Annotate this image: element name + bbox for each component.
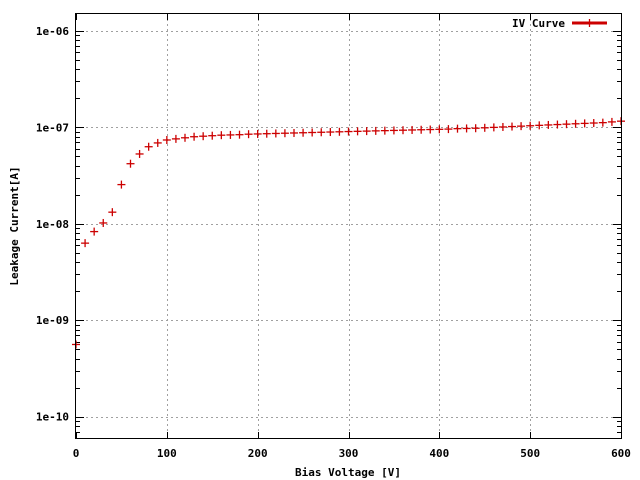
data-point	[308, 128, 317, 137]
data-point	[335, 127, 344, 136]
data-point	[99, 218, 108, 227]
data-point	[181, 133, 189, 142]
x-axis-label: Bias Voltage [V]	[295, 466, 401, 479]
data-point	[498, 122, 507, 131]
data-point	[262, 129, 271, 138]
plot-frame	[75, 13, 622, 439]
data-point	[362, 127, 371, 136]
x-tick-label: 600	[611, 447, 631, 460]
y-tick-label: 1e-10	[36, 411, 69, 424]
y-tick-label: 1e-09	[36, 314, 69, 327]
x-tick-label: 400	[429, 447, 449, 460]
data-point	[326, 128, 335, 137]
data-point	[462, 124, 471, 133]
data-point	[81, 239, 90, 248]
data-point	[144, 142, 153, 151]
data-point	[553, 120, 562, 129]
x-tick-label: 100	[157, 447, 177, 460]
data-point	[199, 132, 208, 141]
data-point	[244, 130, 253, 139]
legend-marker-iv-curve	[585, 19, 594, 27]
x-tick-label: 500	[520, 447, 540, 460]
data-point	[408, 125, 417, 134]
data-point	[435, 125, 444, 134]
data-point	[253, 129, 262, 138]
data-point	[235, 130, 244, 139]
data-point	[453, 124, 462, 133]
data-point	[480, 123, 489, 132]
data-point	[571, 119, 580, 128]
y-tick-label: 1e-08	[36, 218, 69, 231]
data-point	[417, 125, 426, 134]
data-point	[299, 128, 308, 137]
data-point	[344, 127, 353, 136]
data-point	[508, 122, 516, 131]
data-point	[217, 131, 226, 140]
data-point	[562, 120, 571, 129]
data-point	[226, 130, 235, 139]
data-point	[589, 119, 598, 128]
y-axis-label: Leakage Current[A]	[8, 166, 21, 285]
data-point	[444, 125, 453, 134]
data-point	[598, 118, 607, 127]
data-point	[535, 121, 544, 130]
data-point	[607, 117, 616, 126]
data-point	[271, 129, 280, 138]
data-point	[108, 208, 117, 217]
y-tick-label: 1e-06	[36, 25, 69, 38]
x-tick-label: 0	[73, 447, 80, 460]
data-point	[380, 126, 389, 135]
tick-labels: 0 100 200 300 400 500 600 1e-10 1e-09 1e-08 1e-07 1…	[36, 25, 631, 460]
data-point	[371, 126, 380, 135]
data-point	[489, 123, 498, 132]
x-tick-label: 300	[339, 447, 359, 460]
data-point	[90, 227, 99, 236]
grid-lines	[76, 14, 621, 438]
data-points	[72, 117, 625, 349]
data-point	[135, 149, 144, 158]
data-point	[280, 129, 289, 138]
data-point	[162, 135, 171, 144]
data-point	[544, 120, 553, 129]
legend-label-iv-curve: IV Curve	[512, 17, 565, 30]
data-point	[190, 132, 199, 141]
data-point	[317, 128, 326, 137]
axis-ticks	[76, 14, 622, 438]
data-point	[517, 122, 526, 131]
data-point	[153, 138, 162, 147]
data-point	[353, 127, 362, 136]
data-point	[171, 134, 180, 143]
x-tick-label: 200	[248, 447, 268, 460]
data-point	[389, 126, 398, 135]
legend: IV Curve	[512, 17, 607, 30]
y-tick-label: 1e-07	[36, 121, 69, 134]
data-point	[471, 124, 480, 133]
data-point	[580, 119, 589, 128]
data-point	[290, 128, 298, 137]
data-point	[126, 159, 135, 168]
data-point	[117, 180, 126, 189]
data-point	[399, 126, 407, 135]
data-point	[526, 121, 535, 130]
data-point	[426, 125, 435, 134]
data-point	[208, 131, 217, 140]
